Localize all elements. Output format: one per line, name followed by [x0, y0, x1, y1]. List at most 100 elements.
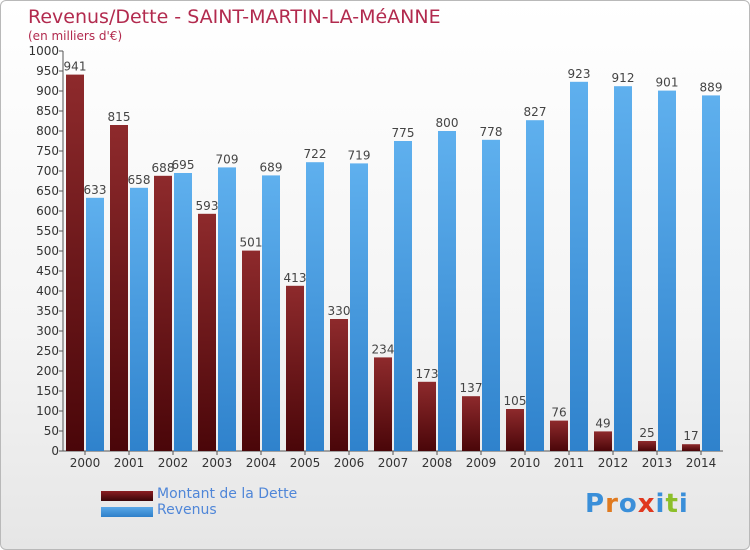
legend-label-revenus: Revenus [157, 502, 217, 518]
bar-dette [242, 250, 260, 451]
bar-revenus [702, 95, 720, 452]
legend-swatch-revenus [101, 507, 153, 517]
value-label-dette: 25 [639, 426, 654, 440]
logo-letter: o [618, 489, 638, 519]
logo-letter: i [655, 489, 666, 519]
bar-revenus [86, 197, 104, 451]
x-tick-label: 2007 [378, 456, 409, 470]
value-label-revenus: 775 [392, 126, 415, 140]
bar-dette [594, 431, 612, 451]
bar-dette [66, 74, 84, 451]
x-tick-label: 2006 [334, 456, 365, 470]
value-label-dette: 941 [64, 60, 87, 74]
value-label-revenus: 778 [480, 125, 503, 139]
y-tick-label: 1000 [28, 44, 59, 58]
bar-revenus [218, 167, 236, 451]
y-tick-label: 0 [51, 444, 59, 458]
value-label-dette: 137 [460, 381, 483, 395]
x-tick-label: 2013 [642, 456, 673, 470]
x-tick-label: 2002 [158, 456, 189, 470]
bar-dette [418, 381, 436, 451]
value-label-revenus: 800 [436, 116, 459, 130]
value-label-dette: 593 [196, 199, 219, 213]
y-tick-label: 450 [36, 264, 59, 278]
y-tick-label: 900 [36, 84, 59, 98]
y-tick-label: 650 [36, 184, 59, 198]
bar-dette [682, 444, 700, 451]
value-label-revenus: 709 [216, 152, 239, 166]
bar-dette [638, 441, 656, 451]
bar-dette [330, 319, 348, 451]
bar-dette [462, 396, 480, 451]
value-label-revenus: 658 [128, 173, 151, 187]
y-tick-label: 350 [36, 304, 59, 318]
bar-revenus [350, 163, 368, 451]
y-tick-label: 50 [44, 424, 59, 438]
value-label-revenus: 827 [524, 105, 547, 119]
value-label-revenus: 689 [260, 160, 283, 174]
value-label-revenus: 633 [84, 183, 107, 197]
value-label-dette: 76 [551, 406, 566, 420]
y-tick-label: 400 [36, 284, 59, 298]
bar-dette [286, 285, 304, 451]
bar-dette [506, 409, 524, 451]
x-tick-label: 2003 [202, 456, 233, 470]
value-label-revenus: 889 [700, 80, 723, 94]
bar-revenus [438, 131, 456, 451]
bar-revenus [174, 173, 192, 451]
legend-label-dette: Montant de la Dette [157, 486, 298, 502]
value-label-dette: 173 [416, 367, 439, 381]
legend-swatch-dette [101, 491, 153, 501]
x-tick-label: 2009 [466, 456, 497, 470]
value-label-dette: 501 [240, 236, 263, 250]
chart-subtitle: (en milliers d'€) [28, 29, 123, 43]
bar-revenus [262, 175, 280, 451]
bar-revenus [482, 139, 500, 452]
axes: 0 50 100 150 200 250 300 350 400 450 500 550 600 650 7… [28, 44, 723, 470]
value-label-revenus: 719 [348, 148, 371, 162]
x-tick-label: 2005 [290, 456, 321, 470]
y-tick-label: 200 [36, 364, 59, 378]
value-label-dette: 234 [372, 342, 395, 356]
x-tick-label: 2012 [598, 456, 629, 470]
chart-title: Revenus/Dette - SAINT-MARTIN-LA-MéANNE [28, 6, 441, 28]
value-label-dette: 413 [284, 271, 307, 285]
bars-group [66, 74, 720, 452]
value-label-dette: 815 [108, 110, 131, 124]
bar-dette [154, 175, 172, 452]
y-tick-label: 100 [36, 404, 59, 418]
logo-letter: P [585, 489, 606, 519]
x-tick-label: 2004 [246, 456, 277, 470]
x-tick-label: 2008 [422, 456, 453, 470]
logo-letter: r [605, 489, 619, 519]
bar-revenus [658, 90, 676, 451]
value-label-revenus: 695 [172, 158, 195, 172]
x-tick-label: 2010 [510, 456, 541, 470]
y-tick-label: 800 [36, 124, 59, 138]
bar-revenus [526, 120, 544, 451]
y-tick-label: 700 [36, 164, 59, 178]
bar-revenus [614, 86, 632, 451]
bar-dette [374, 357, 392, 451]
proxiti-logo: Proxiti [585, 489, 689, 519]
value-label-revenus: 901 [656, 76, 679, 90]
y-tick-label: 750 [36, 144, 59, 158]
value-label-revenus: 722 [304, 147, 327, 161]
x-tick-label: 2014 [686, 456, 717, 470]
bar-revenus [570, 81, 588, 452]
logo-letter: x [637, 489, 656, 519]
x-tick-label: 2001 [114, 456, 145, 470]
bar-revenus [306, 162, 324, 451]
x-tick-label: 2000 [70, 456, 101, 470]
y-tick-label: 300 [36, 324, 59, 338]
bar-revenus [130, 187, 148, 452]
value-label-dette: 688 [152, 161, 175, 175]
logo-letter: i [678, 489, 689, 519]
value-label-dette: 330 [328, 304, 351, 318]
bar-revenus [394, 141, 412, 451]
y-tick-label: 250 [36, 344, 59, 358]
bar-dette [198, 213, 216, 451]
